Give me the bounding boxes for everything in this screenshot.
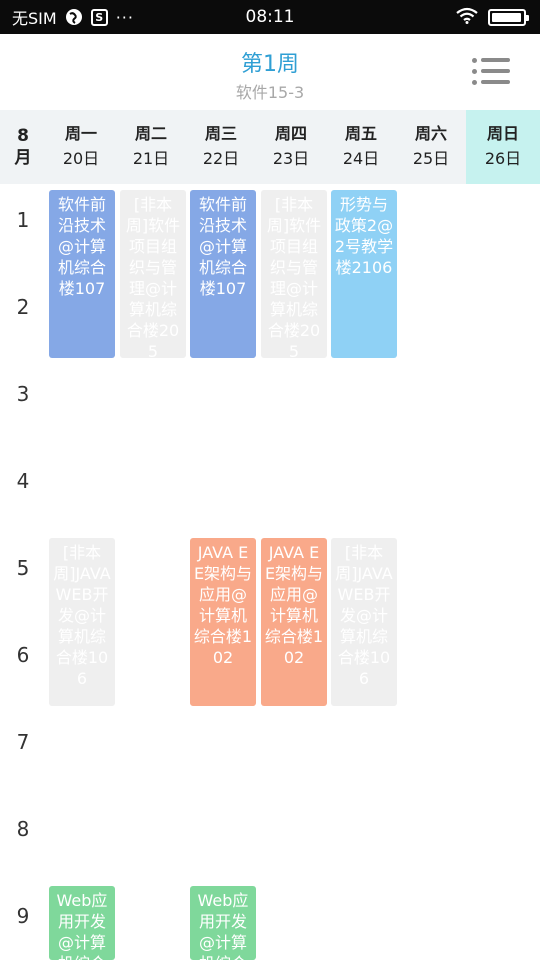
day-date: 23日 bbox=[272, 149, 310, 168]
status-bar: 无SIM S ··· 08:11 bbox=[0, 0, 540, 34]
day-name: 周二 bbox=[134, 124, 167, 143]
course-block[interactable]: Web应用开发@计算机综合楼 bbox=[49, 886, 115, 960]
month-number: 8 bbox=[17, 126, 29, 146]
battery-level bbox=[492, 12, 521, 22]
status-time: 08:11 bbox=[245, 7, 295, 27]
day-name: 周五 bbox=[344, 124, 377, 143]
period-number: 1 bbox=[16, 208, 30, 232]
class-name: 软件15-3 bbox=[235, 83, 305, 102]
status-right bbox=[456, 0, 529, 34]
status-left: 无SIM S ··· bbox=[12, 0, 134, 34]
day-header-tue[interactable]: 周二 21日 bbox=[116, 110, 186, 184]
day-date: 20日 bbox=[62, 149, 100, 168]
course-block-inactive[interactable]: [非本周]软件项目组织与管理@计算机综合楼205 bbox=[261, 190, 327, 358]
day-header-sun-today[interactable]: 周日 26日 bbox=[466, 110, 540, 184]
day-name: 周日 bbox=[486, 124, 519, 143]
sim-icon: S bbox=[90, 8, 108, 26]
course-block[interactable]: Web应用开发@计算机综合楼 bbox=[190, 886, 256, 960]
day-header-sat[interactable]: 周六 25日 bbox=[396, 110, 466, 184]
month-unit: 月 bbox=[14, 148, 32, 168]
period-number: 9 bbox=[16, 904, 30, 928]
day-date: 25日 bbox=[412, 149, 450, 168]
day-name: 周三 bbox=[204, 124, 237, 143]
day-date: 22日 bbox=[202, 149, 240, 168]
day-header-thu[interactable]: 周四 23日 bbox=[256, 110, 326, 184]
course-block[interactable]: 形势与政策2@2号教学楼2106 bbox=[331, 190, 397, 358]
course-block[interactable]: JAVA EE架构与应用@计算机综合楼102 bbox=[261, 538, 327, 706]
day-date: 21日 bbox=[132, 149, 170, 168]
period-number: 8 bbox=[16, 817, 30, 841]
carrier-text: 无SIM bbox=[12, 9, 57, 28]
period-number: 7 bbox=[16, 730, 30, 754]
battery-icon bbox=[488, 8, 529, 26]
period-number: 6 bbox=[16, 643, 30, 667]
period-number: 3 bbox=[16, 382, 30, 406]
course-block-inactive[interactable]: [非本周]JAVA WEB开发@计算机综合楼106 bbox=[49, 538, 115, 706]
day-name: 周四 bbox=[274, 124, 307, 143]
course-block-inactive[interactable]: [非本周]JAVA WEB开发@计算机综合楼106 bbox=[331, 538, 397, 706]
day-name: 周一 bbox=[64, 124, 97, 143]
day-date: 24日 bbox=[342, 149, 380, 168]
list-menu-icon[interactable] bbox=[470, 54, 512, 90]
day-header-wed[interactable]: 周三 22日 bbox=[186, 110, 256, 184]
weekday-header: 8 月 周一 20日 周二 21日 周三 22日 周四 23日 周五 24日 周… bbox=[0, 110, 540, 184]
day-name: 周六 bbox=[414, 124, 447, 143]
month-label: 8 月 bbox=[0, 110, 46, 184]
day-header-mon[interactable]: 周一 20日 bbox=[46, 110, 116, 184]
week-title[interactable]: 第1周 bbox=[241, 52, 299, 77]
period-number: 4 bbox=[16, 469, 30, 493]
day-header-fri[interactable]: 周五 24日 bbox=[326, 110, 396, 184]
more-notifications-icon: ··· bbox=[115, 7, 134, 27]
globe-icon bbox=[65, 8, 83, 26]
app-header: 第1周 软件15-3 bbox=[0, 34, 540, 110]
course-block[interactable]: JAVA EE架构与应用@计算机综合楼102 bbox=[190, 538, 256, 706]
wifi-icon bbox=[456, 7, 478, 28]
day-date: 26日 bbox=[484, 149, 522, 168]
course-block[interactable]: 软件前沿技术@计算机综合楼107 bbox=[49, 190, 115, 358]
period-number: 5 bbox=[16, 556, 30, 580]
course-block[interactable]: 软件前沿技术@计算机综合楼107 bbox=[190, 190, 256, 358]
course-block-inactive[interactable]: [非本周]软件项目组织与管理@计算机综合楼205 bbox=[120, 190, 186, 358]
period-number: 2 bbox=[16, 295, 30, 319]
